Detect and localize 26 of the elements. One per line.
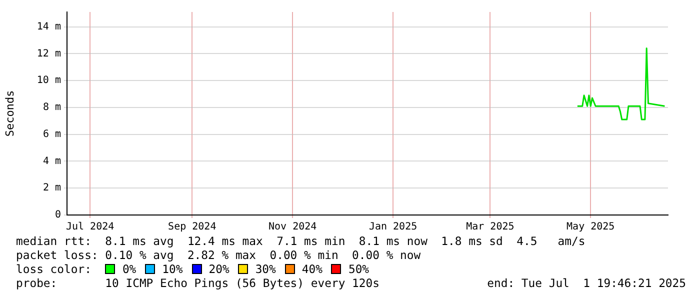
text: packet loss: 0.10 % avg 2.82 % max 0.00 % min 0.00 % now <box>16 248 422 262</box>
x-tick-label: Mar 2025 <box>466 222 514 233</box>
text: probe: 10 ICMP Echo Pings (56 Bytes) every 120s <box>16 276 380 290</box>
x-tick-label: Jul 2024 <box>66 222 114 233</box>
text: 30% <box>255 262 276 276</box>
x-tick-label: Jan 2025 <box>368 222 418 233</box>
y-tick-label: 2 m <box>42 182 61 194</box>
text: median rtt: 8.1 ms avg 12.4 ms max 7.1 ms min 8.1 ms now 1.8 ms sd 4.5 am/s <box>16 234 586 248</box>
y-tick-label: 12 m <box>36 48 61 60</box>
text: 50% <box>348 262 370 276</box>
text: 10% <box>162 262 183 276</box>
text: 0% <box>122 262 136 276</box>
y-tick-label: 6 m <box>42 128 61 140</box>
x-tick-label: May 2025 <box>566 222 615 233</box>
y-tick-label: 14 m <box>36 21 61 32</box>
y-tick-label: 10 m <box>36 75 61 86</box>
text: loss color: <box>16 262 92 276</box>
text: 20% <box>208 262 230 276</box>
y-axis-title: Seconds <box>3 90 16 137</box>
x-tick-label: Nov 2024 <box>268 222 317 233</box>
y-tick-label: 8 m <box>42 102 61 114</box>
y-tick-label: 0 <box>54 210 61 221</box>
y-tick-label: 4 m <box>42 156 61 167</box>
text: end: Tue Jul 1 19:46:21 2025 <box>487 276 686 290</box>
text: 40% <box>302 262 322 276</box>
x-tick-label: Sep 2024 <box>168 222 216 233</box>
